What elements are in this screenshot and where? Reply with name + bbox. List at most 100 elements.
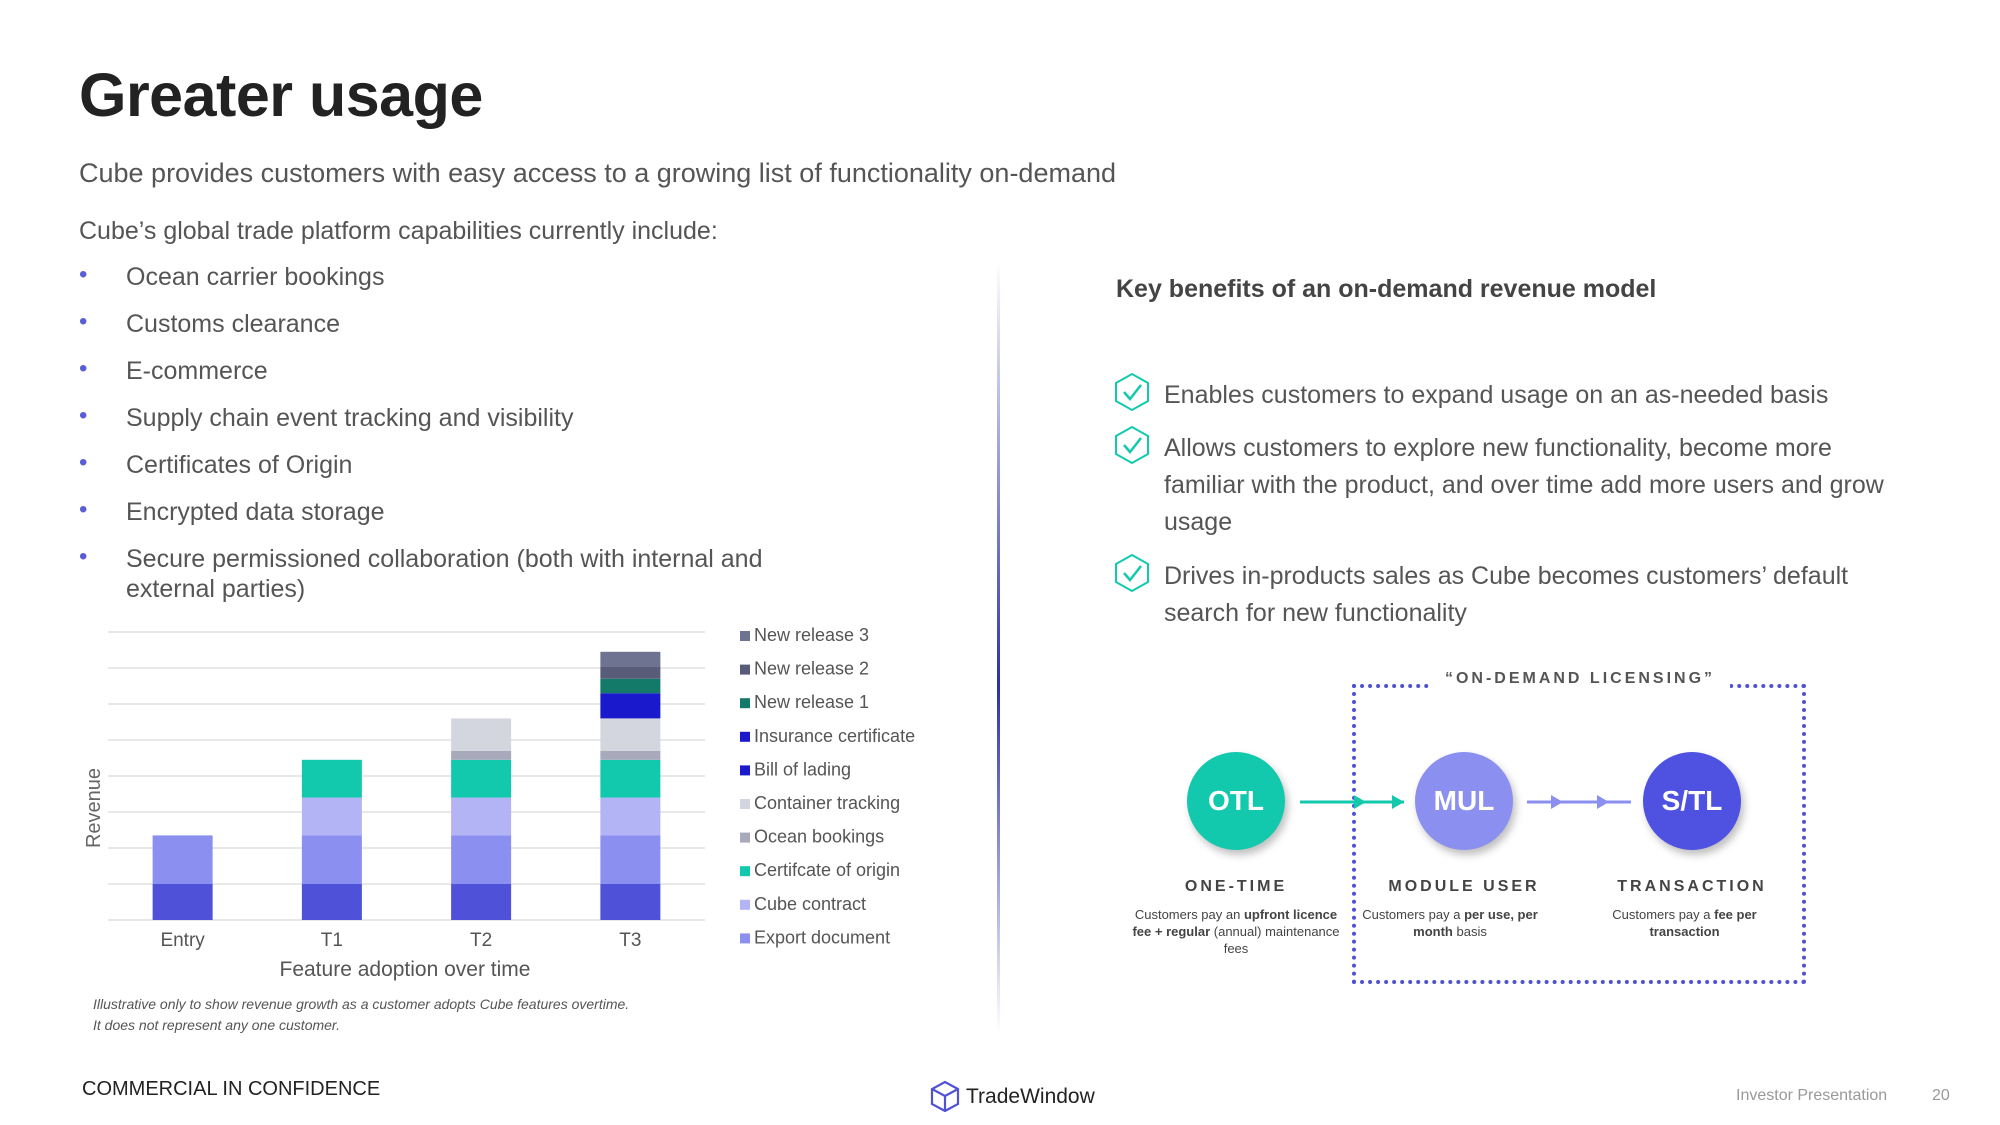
- bar-segment: [600, 835, 661, 884]
- legend-label: Ocean bookings: [754, 827, 884, 847]
- legend-label: New release 1: [754, 692, 869, 712]
- desc-text: Customers pay a: [1612, 907, 1715, 922]
- bar-segment: [152, 884, 213, 920]
- stl-description: Customers pay a fee per transaction: [1602, 906, 1767, 940]
- bar-segment: [301, 835, 362, 884]
- legend-swatch: [740, 866, 750, 877]
- legend-label: Insurance certificate: [754, 726, 915, 746]
- capability-item: • E-commerce: [79, 355, 819, 386]
- legend-item: Ocean bookings: [740, 827, 884, 847]
- mul-heading: MODULE USER: [1388, 878, 1540, 895]
- bullet-icon: •: [79, 496, 88, 523]
- bullet-icon: •: [79, 308, 88, 335]
- capability-item: • Secure permissioned collaboration (both…: [79, 543, 819, 604]
- legend-item: New release 3: [740, 625, 869, 645]
- desc-emphasis: upfront licence fee + regular: [1132, 907, 1338, 939]
- capability-text: Secure permissioned collaboration (both …: [126, 545, 763, 603]
- x-axis-title: Feature adoption over time: [280, 958, 531, 981]
- bar-segment: [301, 797, 362, 836]
- capability-text: Ocean carrier bookings: [126, 263, 385, 291]
- bar-segment: [600, 666, 661, 679]
- bar-segment: [600, 693, 661, 719]
- legend-item: Export document: [740, 927, 890, 947]
- desc-text: basis: [1452, 924, 1487, 939]
- brand-name: TradeWindow: [966, 1085, 1095, 1108]
- mul-description: Customers pay a per use, per month basis: [1360, 906, 1540, 940]
- slide-subtitle: Cube provides customers with easy access…: [79, 158, 1117, 188]
- arrow-right-icon: [1300, 795, 1404, 809]
- arrow-right-icon: [1527, 795, 1631, 809]
- x-tick-label: T2: [470, 930, 492, 951]
- legend-item: New release 2: [740, 659, 869, 679]
- legend-item: New release 1: [740, 692, 869, 712]
- page-number: 20: [1932, 1087, 1950, 1104]
- legend-swatch: [740, 899, 750, 910]
- legend-label: New release 3: [754, 625, 869, 645]
- chart-footnote: Illustrative only to show revenue growth…: [93, 994, 629, 1036]
- chart-legend: New release 3 New release 2 New release 1 I…: [740, 625, 915, 947]
- capability-item: • Customs clearance: [79, 308, 819, 339]
- capabilities-intro: Cube’s global trade platform capabilitie…: [79, 217, 718, 245]
- legend-label: Bill of lading: [754, 759, 851, 779]
- bar-segment: [301, 884, 362, 920]
- capability-item: • Supply chain event tracking and visibil…: [79, 402, 819, 433]
- legend-swatch: [740, 933, 750, 944]
- legend-item: Cube contract: [740, 894, 866, 914]
- footnote-line: Illustrative only to show revenue growth…: [93, 996, 630, 1012]
- bar-segment: [451, 835, 512, 884]
- brand-logo: TradeWindow: [930, 1080, 1095, 1117]
- legend-swatch: [740, 664, 750, 675]
- confidentiality-notice: COMMERCIAL IN CONFIDENCE: [82, 1078, 381, 1100]
- capability-text: Certificates of Origin: [126, 451, 353, 479]
- bar-segment: [600, 759, 661, 798]
- bar-segment: [451, 797, 512, 836]
- deck-name: Investor Presentation: [1736, 1087, 1888, 1104]
- x-tick-label: Entry: [160, 930, 205, 951]
- capabilities-list: • Ocean carrier bookings • Customs clearan…: [79, 261, 819, 621]
- capability-item: • Certificates of Origin: [79, 449, 819, 480]
- otl-description: Customers pay an upfront licence fee + r…: [1131, 906, 1341, 957]
- footnote-line: It does not represent any one customer.: [93, 1017, 340, 1033]
- bar-segment: [301, 759, 362, 798]
- legend-item: Container tracking: [740, 793, 900, 813]
- stl-circle: S/TL: [1643, 752, 1741, 850]
- desc-text: Customers pay an: [1134, 907, 1244, 922]
- otl-circle: OTL: [1187, 752, 1285, 850]
- capability-text: E-commerce: [126, 357, 268, 385]
- x-tick-label: T1: [321, 930, 343, 951]
- bar-segment: [152, 835, 213, 884]
- x-tick-label: T3: [619, 930, 641, 951]
- legend-swatch: [740, 698, 750, 709]
- legend-item: Insurance certificate: [740, 726, 915, 746]
- capability-text: Supply chain event tracking and visibili…: [126, 404, 574, 432]
- legend-swatch: [740, 799, 750, 809]
- on-demand-licensing-label: “ON-DEMAND LICENSING”: [1430, 670, 1730, 688]
- bar-segment: [451, 759, 512, 798]
- capability-item: • Ocean carrier bookings: [79, 261, 819, 292]
- otl-heading: ONE-TIME: [1184, 878, 1288, 895]
- check-hexagon-icon: [1115, 372, 1149, 412]
- capability-item: • Encrypted data storage: [79, 496, 819, 527]
- legend-swatch: [740, 765, 750, 776]
- bullet-icon: •: [79, 402, 88, 429]
- legend-label: Export document: [754, 927, 890, 947]
- bar-segment: [451, 750, 512, 760]
- cube-logo-icon: [930, 1080, 960, 1113]
- capability-text: Customs clearance: [126, 310, 340, 338]
- desc-emphasis: fee per transaction: [1649, 907, 1757, 939]
- benefit-text: Enables customers to expand usage on an …: [1164, 381, 1829, 409]
- bullet-icon: •: [79, 261, 88, 288]
- bullet-icon: •: [79, 449, 88, 476]
- legend-item: Bill of lading: [740, 759, 851, 779]
- mul-circle: MUL: [1415, 752, 1513, 850]
- bar-segment: [451, 718, 512, 751]
- y-axis-title: Revenue: [83, 768, 105, 848]
- desc-emphasis: per use, per month: [1413, 907, 1538, 939]
- legend-label: Container tracking: [754, 793, 900, 813]
- bullet-icon: •: [79, 543, 88, 570]
- bar-segment: [600, 651, 661, 667]
- bar-segment: [600, 750, 661, 760]
- bar-segment: [600, 678, 661, 694]
- benefits-heading: Key benefits of an on-demand revenue mod…: [1116, 275, 1657, 303]
- slide-title: Greater usage: [79, 61, 483, 129]
